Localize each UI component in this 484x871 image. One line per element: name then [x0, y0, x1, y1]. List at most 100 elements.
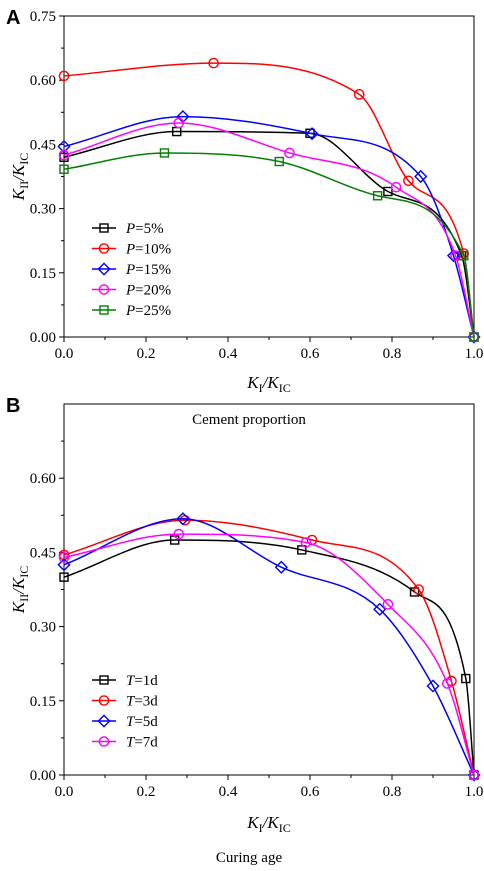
series-T=5d: [57, 512, 481, 782]
y-tick-label: 0.30: [30, 202, 56, 218]
legend-marker: [99, 305, 109, 315]
data-point: [208, 57, 219, 69]
legend: T=1d T=3d T=5d T=7d: [92, 673, 158, 751]
series-T=3d: [58, 514, 480, 781]
legend-marker: [98, 695, 110, 706]
data-point: [57, 139, 71, 154]
y-tick-label: 0.75: [30, 9, 56, 25]
data-point: [59, 572, 69, 582]
series-P=20%: [58, 117, 480, 343]
x-tick-label: 0.6: [301, 784, 320, 800]
y-tick-label: 0.60: [30, 73, 56, 89]
series-P=25%: [59, 148, 479, 342]
data-point: [173, 528, 185, 540]
legend-label: P=20%: [125, 283, 171, 299]
chart-panel-a: A 0.0 0.2 0.4 0.6 0.8 1.0 0.00 0.15 0.30 0.45 0.60 0…: [6, 7, 483, 428]
data-point: [373, 602, 387, 616]
series-line: [63, 115, 475, 338]
data-point: [300, 537, 312, 548]
data-point: [58, 70, 70, 82]
data-point: [59, 164, 69, 174]
y-tick-label: 0.15: [30, 694, 56, 710]
x-tick-label: 0.2: [137, 346, 156, 362]
data-point: [390, 181, 402, 193]
series-line: [63, 533, 475, 776]
panel-letter: A: [6, 7, 20, 29]
y-tick-label: 0.45: [30, 137, 56, 153]
data-point: [159, 148, 170, 158]
data-point: [305, 127, 319, 141]
legend-label: T=1d: [126, 673, 158, 689]
legend-label: T=5d: [126, 714, 158, 730]
legend-label: P=10%: [125, 242, 171, 258]
series-line: [63, 518, 475, 776]
series-T=7d: [58, 528, 480, 781]
x-tick-label: 1.0: [465, 784, 484, 800]
x-tick-label: 0.8: [383, 784, 402, 800]
data-point: [274, 156, 284, 167]
data-point: [426, 679, 440, 693]
legend: P=5% P=10% P=15% P=20% P=25%: [92, 221, 171, 319]
y-tick-label: 0.00: [30, 330, 56, 346]
data-point: [446, 249, 461, 263]
series-line: [63, 122, 475, 338]
panel-caption: Curing age: [216, 850, 283, 866]
panel-caption: Cement proportion: [192, 412, 306, 428]
data-point: [297, 545, 307, 555]
legend-marker: [98, 736, 110, 747]
x-tick-label: 0.0: [55, 784, 74, 800]
legend-marker: [98, 284, 110, 295]
series-line: [63, 539, 475, 776]
x-axis-label: KI/KIC: [246, 373, 290, 395]
data-point: [176, 512, 190, 526]
legend-label: P=15%: [125, 262, 171, 278]
legend-marker: [98, 243, 110, 254]
legend-marker: [97, 714, 111, 728]
panel-letter: B: [6, 395, 20, 417]
data-point: [413, 584, 424, 595]
data-point: [173, 117, 185, 129]
data-point: [461, 673, 471, 684]
series-T=1d: [59, 535, 479, 780]
data-point: [372, 191, 383, 201]
data-point: [353, 89, 365, 100]
x-tick-label: 0.4: [219, 346, 238, 362]
data-point: [284, 147, 295, 159]
data-point: [58, 149, 70, 161]
legend-label: T=3d: [126, 694, 158, 710]
y-axis-label: KII/KIC: [9, 566, 31, 614]
y-tick-label: 0.45: [30, 545, 56, 561]
x-tick-label: 0.2: [137, 784, 156, 800]
x-tick-label: 0.8: [383, 346, 402, 362]
series-line: [63, 62, 475, 338]
y-tick-label: 0.00: [30, 768, 56, 784]
data-point: [57, 558, 71, 572]
series-line: [63, 130, 475, 338]
x-axis-label: KI/KIC: [246, 813, 290, 835]
series-line: [63, 152, 475, 338]
x-tick-label: 0.4: [219, 784, 238, 800]
chart-panel-b: B 0.0 0.2 0.4 0.6 0.8 1.0 0.00 0.15 0.30 0.45 0.60 K…: [6, 395, 483, 866]
data-point: [459, 250, 469, 261]
x-tick-label: 0.0: [55, 346, 74, 362]
data-point: [468, 769, 480, 781]
legend-marker: [99, 675, 109, 685]
data-point: [383, 186, 393, 197]
x-tick-label: 1.0: [465, 346, 484, 362]
y-tick-label: 0.15: [30, 266, 56, 282]
data-point: [58, 552, 70, 563]
legend-marker: [97, 262, 111, 276]
x-tick-label: 0.6: [301, 346, 320, 362]
y-axis-label: KII/KIC: [9, 153, 31, 201]
data-point: [414, 169, 428, 184]
data-point: [403, 175, 414, 187]
y-tick-label: 0.60: [30, 471, 56, 487]
y-tick-label: 0.30: [30, 620, 56, 636]
legend-marker: [99, 223, 109, 233]
data-point: [442, 678, 453, 689]
data-point: [382, 599, 394, 610]
legend-label: P=5%: [125, 221, 164, 237]
data-point: [469, 332, 479, 342]
data-point: [274, 560, 288, 574]
